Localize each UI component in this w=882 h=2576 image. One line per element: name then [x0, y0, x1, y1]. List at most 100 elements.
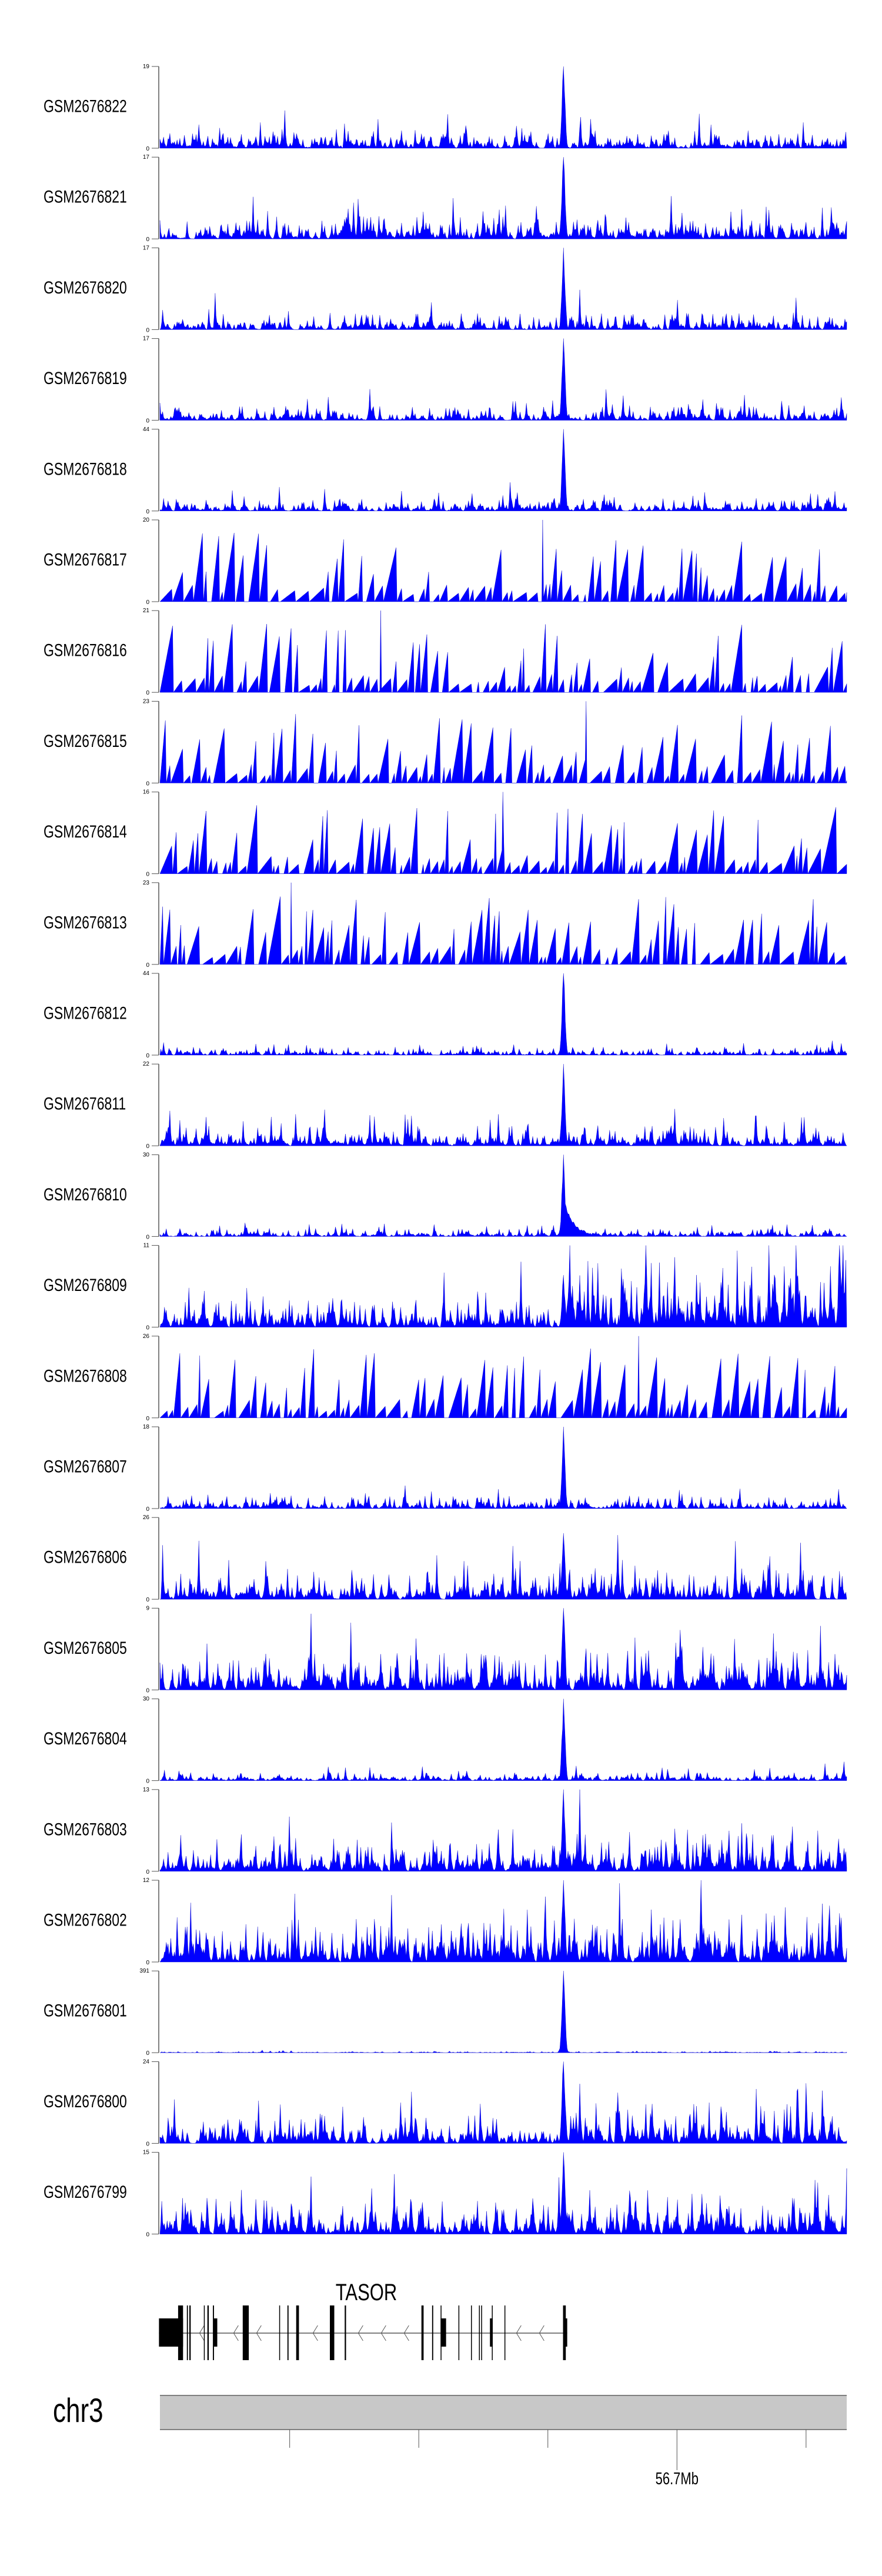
- y-axis-min-label: 0: [146, 599, 149, 606]
- signal-area: [159, 882, 847, 965]
- track-GSM2676800: GSM2676800 24 0: [44, 2058, 847, 2147]
- y-axis-max-label: 26: [143, 1333, 150, 1340]
- y-axis-min-label: 0: [146, 1869, 149, 1876]
- y-axis-max-label: 11: [143, 1243, 150, 1249]
- y-axis-min-label: 0: [146, 509, 149, 515]
- signal-area: [159, 1154, 847, 1237]
- y-axis-min-label: 0: [146, 1325, 149, 1332]
- gene-exon: [178, 2305, 183, 2360]
- y-axis-min-label: 0: [146, 418, 149, 425]
- y-axis-min-label: 0: [146, 2141, 149, 2147]
- track-label: GSM2676814: [44, 822, 127, 842]
- signal-area: [159, 2061, 847, 2144]
- axis-tick-label: 56.7Mb: [656, 2470, 699, 2488]
- y-axis-min-label: 0: [146, 1234, 149, 1240]
- strand-chevron-icon: [516, 2325, 522, 2341]
- gene-exon: [330, 2305, 335, 2360]
- gene-exon: [213, 2305, 214, 2360]
- strand-chevron-icon: [380, 2325, 386, 2341]
- signal-area: [159, 701, 847, 784]
- strand-chevrons: [199, 2325, 544, 2341]
- signal-area: [159, 1608, 847, 1690]
- y-axis-max-label: 20: [143, 517, 150, 523]
- signal-area: [159, 157, 847, 239]
- signal-tracks: GSM2676822190GSM2676821170GSM2676820170G…: [44, 64, 847, 2238]
- y-axis-min-label: 0: [146, 1778, 149, 1785]
- gene-exon: [279, 2305, 280, 2360]
- gene-exon: [207, 2305, 209, 2360]
- y-axis-max-label: 391: [139, 1968, 149, 1974]
- track-label: GSM2676822: [44, 96, 127, 116]
- y-axis-min-label: 0: [146, 1416, 149, 1422]
- y-axis-max-label: 23: [143, 880, 150, 886]
- track-GSM2676804: GSM2676804 30 0: [44, 1696, 847, 1785]
- signal-area: [159, 338, 847, 421]
- gene-exon: [345, 2305, 346, 2360]
- signal-area: [159, 66, 847, 149]
- y-axis-min-label: 0: [146, 690, 149, 696]
- gene-exon: [504, 2305, 506, 2360]
- track-label: GSM2676802: [44, 1910, 127, 1930]
- track-GSM2676805: GSM2676805 9 0: [44, 1605, 847, 1694]
- track-label: GSM2676804: [44, 1729, 127, 1749]
- track-label: GSM2676809: [44, 1275, 127, 1295]
- signal-area: [159, 519, 847, 602]
- signal-area: [159, 1971, 847, 2053]
- y-axis-max-label: 19: [143, 64, 150, 70]
- track-GSM2676818: GSM2676818 44 0: [44, 426, 847, 515]
- chromosome-label: chr3: [53, 2391, 103, 2429]
- signal-area: [159, 610, 847, 693]
- y-axis-max-label: 23: [143, 698, 150, 705]
- signal-area: [159, 1245, 847, 1327]
- track-GSM2676821: GSM2676821 17 0: [44, 154, 847, 243]
- y-axis-min-label: 0: [146, 780, 149, 787]
- y-axis-min-label: 0: [146, 2232, 149, 2238]
- y-axis-max-label: 44: [143, 970, 150, 977]
- track-label: GSM2676800: [44, 2091, 127, 2111]
- track-label: GSM2676820: [44, 278, 127, 298]
- signal-area: [159, 792, 847, 875]
- strand-chevron-icon: [233, 2325, 239, 2341]
- y-axis-max-label: 17: [143, 245, 150, 251]
- y-axis-max-label: 17: [143, 154, 150, 161]
- chromosome-axis: chr3 56.7Mb: [53, 2391, 847, 2488]
- track-GSM2676803: GSM2676803 13 0: [44, 1787, 847, 1876]
- track-GSM2676817: GSM2676817 20 0: [44, 517, 847, 606]
- track-label: GSM2676805: [44, 1638, 127, 1658]
- gene-exon: [471, 2305, 472, 2360]
- gene-utr: [213, 2318, 218, 2347]
- track-label: GSM2676818: [44, 459, 127, 479]
- signal-area: [159, 973, 847, 1056]
- track-label: GSM2676821: [44, 187, 127, 207]
- y-axis-max-label: 30: [143, 1152, 150, 1158]
- signal-area: [159, 1789, 847, 1871]
- y-axis-max-label: 21: [143, 608, 150, 614]
- y-axis-min-label: 0: [146, 327, 149, 333]
- gene-exon: [458, 2305, 460, 2360]
- gene-exon: [203, 2305, 205, 2360]
- track-GSM2676822: GSM2676822 19 0: [44, 64, 847, 152]
- track-GSM2676808: GSM2676808 26 0: [44, 1333, 847, 1422]
- track-label: GSM2676799: [44, 2182, 127, 2202]
- signal-area: [159, 1880, 847, 1963]
- track-label: GSM2676808: [44, 1366, 127, 1386]
- y-axis-min-label: 0: [146, 1506, 149, 1513]
- gene-exon: [492, 2305, 493, 2360]
- track-label: GSM2676801: [44, 2001, 127, 2021]
- strand-chevron-icon: [312, 2325, 318, 2341]
- gene-label: TASOR: [336, 2278, 397, 2305]
- track-label: GSM2676816: [44, 640, 127, 660]
- gene-exon: [296, 2305, 299, 2360]
- gene-utr: [440, 2318, 446, 2347]
- y-axis-max-label: 9: [146, 1605, 149, 1611]
- track-GSM2676802: GSM2676802 12 0: [44, 1877, 847, 1966]
- y-axis-max-label: 26: [143, 1514, 150, 1521]
- y-axis-min-label: 0: [146, 872, 149, 878]
- gene-exon: [186, 2305, 188, 2360]
- track-GSM2676814: GSM2676814 16 0: [44, 789, 847, 878]
- track-label: GSM2676815: [44, 731, 127, 751]
- axis-ticks: 56.7Mb: [289, 2430, 807, 2488]
- signal-area: [159, 248, 847, 330]
- track-label: GSM2676813: [44, 912, 127, 932]
